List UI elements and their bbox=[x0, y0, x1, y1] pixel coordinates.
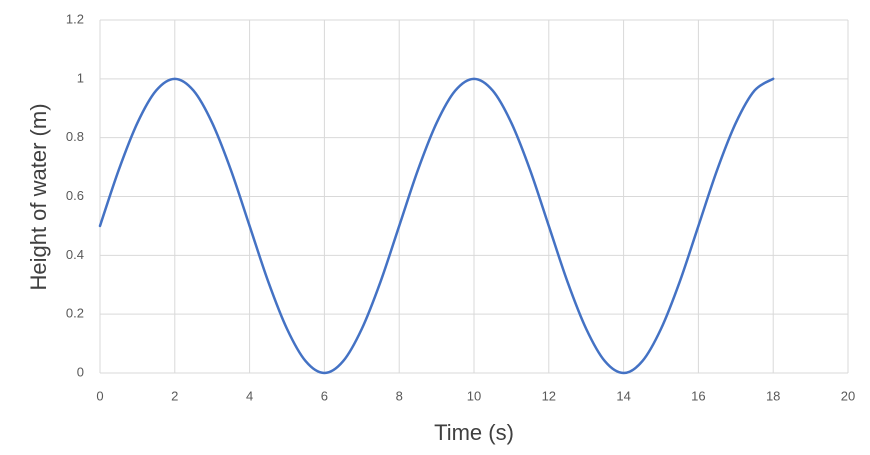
y-tick-label: 0.8 bbox=[66, 129, 84, 144]
line-series bbox=[98, 77, 775, 375]
x-tick-label: 20 bbox=[841, 388, 855, 403]
y-tick-label: 1 bbox=[77, 70, 84, 85]
x-tick-label: 18 bbox=[766, 388, 780, 403]
x-tick-label: 4 bbox=[246, 388, 253, 403]
x-axis-title: Time (s) bbox=[434, 420, 514, 445]
x-tick-label: 8 bbox=[396, 388, 403, 403]
x-tick-label: 16 bbox=[691, 388, 705, 403]
y-tick-label: 0.6 bbox=[66, 188, 84, 203]
x-tick-label: 12 bbox=[542, 388, 556, 403]
x-tick-label: 14 bbox=[616, 388, 630, 403]
x-tick-label: 6 bbox=[321, 388, 328, 403]
x-tick-label: 2 bbox=[171, 388, 178, 403]
y-axis-title: Height of water (m) bbox=[26, 103, 51, 290]
y-tick-label: 0 bbox=[77, 364, 84, 379]
x-tick-label: 0 bbox=[96, 388, 103, 403]
x-tick-label: 10 bbox=[467, 388, 481, 403]
y-tick-label: 1.2 bbox=[66, 11, 84, 26]
y-tick-label: 0.4 bbox=[66, 247, 84, 262]
y-tick-label: 0.2 bbox=[66, 306, 84, 321]
